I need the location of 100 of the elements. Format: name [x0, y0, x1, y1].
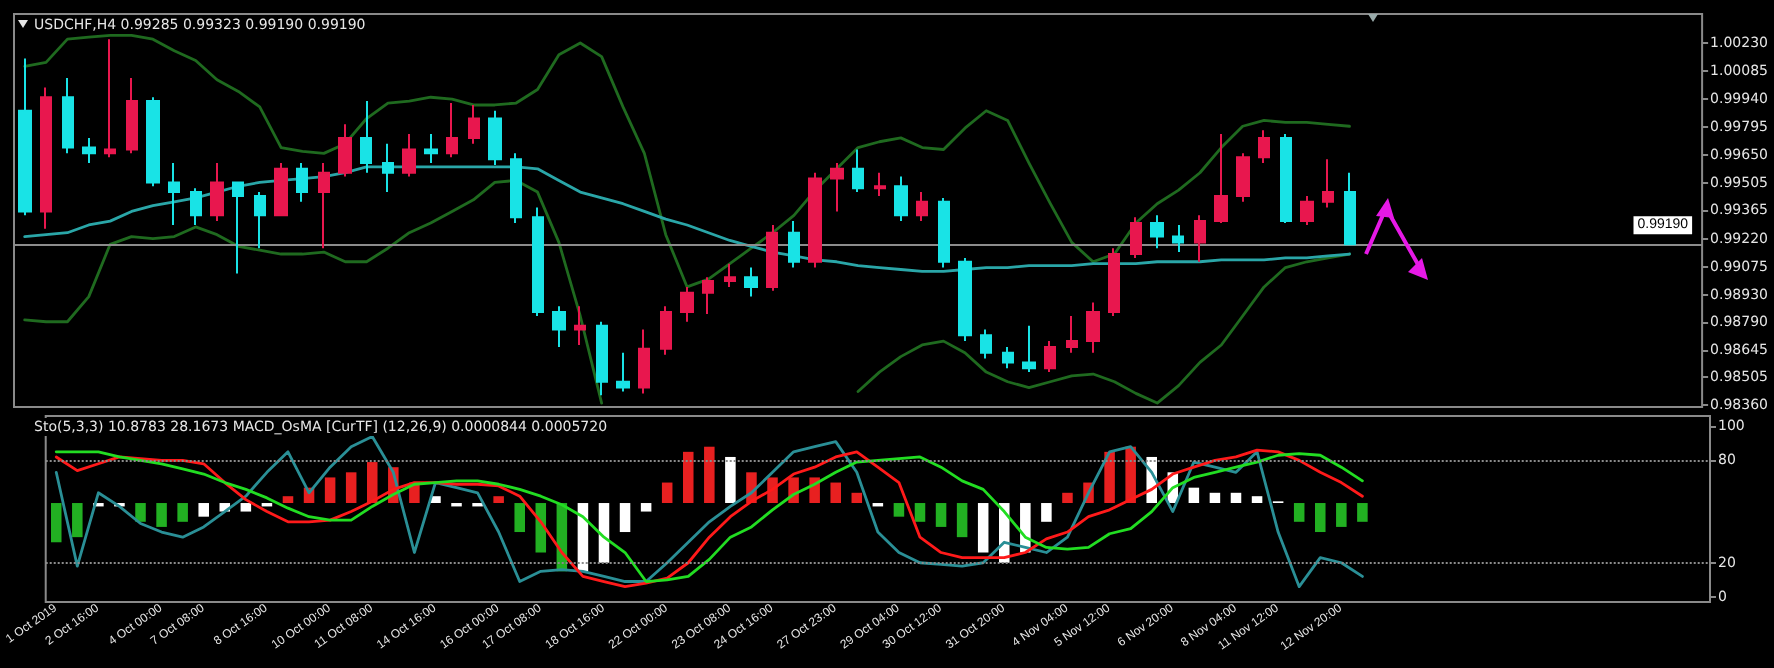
candlestick [1044, 340, 1056, 374]
candlestick [40, 86, 52, 230]
candlestick [254, 191, 266, 250]
candlestick [958, 256, 972, 343]
candlestick [1214, 133, 1228, 225]
candlestick [360, 100, 372, 174]
bar [198, 503, 209, 517]
candlestick [318, 162, 330, 250]
candlestick [874, 171, 886, 197]
candlestick [1300, 194, 1314, 226]
candlestick [446, 102, 458, 159]
candlestick [574, 305, 586, 346]
candlestick [488, 109, 502, 166]
bar [704, 446, 715, 504]
bar [725, 456, 736, 504]
bar [1336, 503, 1347, 527]
bar [345, 472, 357, 504]
candlestick [616, 351, 630, 393]
bar [514, 503, 525, 533]
candlestick [852, 148, 864, 194]
candlestick [126, 76, 138, 155]
bar [324, 477, 336, 504]
candlestick [1108, 247, 1120, 317]
candlestick [18, 57, 32, 217]
candlestick [232, 181, 244, 275]
candlestick [916, 191, 928, 223]
candlestick [274, 162, 288, 217]
candlestick [296, 162, 308, 203]
candlestick [168, 162, 180, 226]
candlestick [1280, 133, 1292, 225]
candlestick [808, 171, 822, 269]
candlestick [104, 38, 116, 159]
bar [1357, 503, 1368, 522]
candlestick [660, 305, 672, 356]
bar [1209, 492, 1221, 504]
bar [1251, 496, 1263, 504]
candlestick [638, 328, 650, 395]
candlestick [724, 262, 736, 288]
bar [1293, 503, 1305, 522]
candlestick [894, 175, 908, 223]
bar [661, 482, 673, 504]
candlestick [1130, 216, 1142, 259]
bar [1041, 503, 1052, 522]
bar [177, 503, 188, 522]
bar [830, 482, 841, 504]
candlestick [1066, 314, 1078, 354]
candlestick [938, 196, 950, 269]
bar [619, 503, 631, 533]
bar [914, 503, 926, 522]
candlestick [788, 220, 800, 269]
bar [1314, 503, 1326, 533]
candlestick [402, 133, 416, 178]
bar [956, 503, 968, 538]
candlestick [980, 328, 992, 360]
candlestick [552, 305, 566, 348]
bar [1188, 487, 1200, 504]
bar [135, 503, 146, 522]
bar [240, 503, 252, 512]
candlestick [338, 123, 352, 178]
candlestick [382, 142, 394, 194]
bar [156, 503, 167, 527]
candlestick [190, 187, 202, 226]
candlestick [1002, 345, 1014, 370]
bar [977, 503, 989, 553]
line-series [23, 165, 1351, 273]
candlestick [146, 96, 160, 188]
candlestick [468, 103, 480, 145]
bar [1104, 451, 1115, 504]
candlestick [1150, 214, 1164, 250]
candlestick [1194, 214, 1206, 263]
candlestick [210, 162, 224, 223]
candlestick [1258, 129, 1270, 165]
candlestick [1172, 223, 1184, 254]
bar [893, 503, 905, 517]
candlestick [1086, 301, 1100, 354]
candlestick [510, 152, 522, 225]
bar [72, 503, 83, 538]
bar [682, 451, 694, 504]
candlestick [744, 266, 758, 298]
candlestick [830, 162, 844, 213]
candlestick [1344, 171, 1356, 246]
bar [640, 503, 652, 512]
candlestick [766, 223, 778, 292]
bar [1062, 492, 1073, 504]
candlestick [1236, 152, 1250, 203]
bar [282, 496, 294, 504]
bar [935, 503, 947, 527]
candlestick [82, 136, 96, 165]
candlestick [680, 285, 694, 323]
bar [50, 503, 62, 543]
candlestick [596, 320, 608, 397]
candlestick [532, 206, 544, 317]
candlestick [702, 276, 714, 316]
candlestick [424, 133, 438, 165]
line-series [23, 33, 1351, 289]
candlestick [62, 76, 74, 155]
bar [1230, 492, 1242, 504]
bar [366, 462, 378, 504]
candlestick [1322, 158, 1334, 209]
bar [493, 496, 504, 504]
